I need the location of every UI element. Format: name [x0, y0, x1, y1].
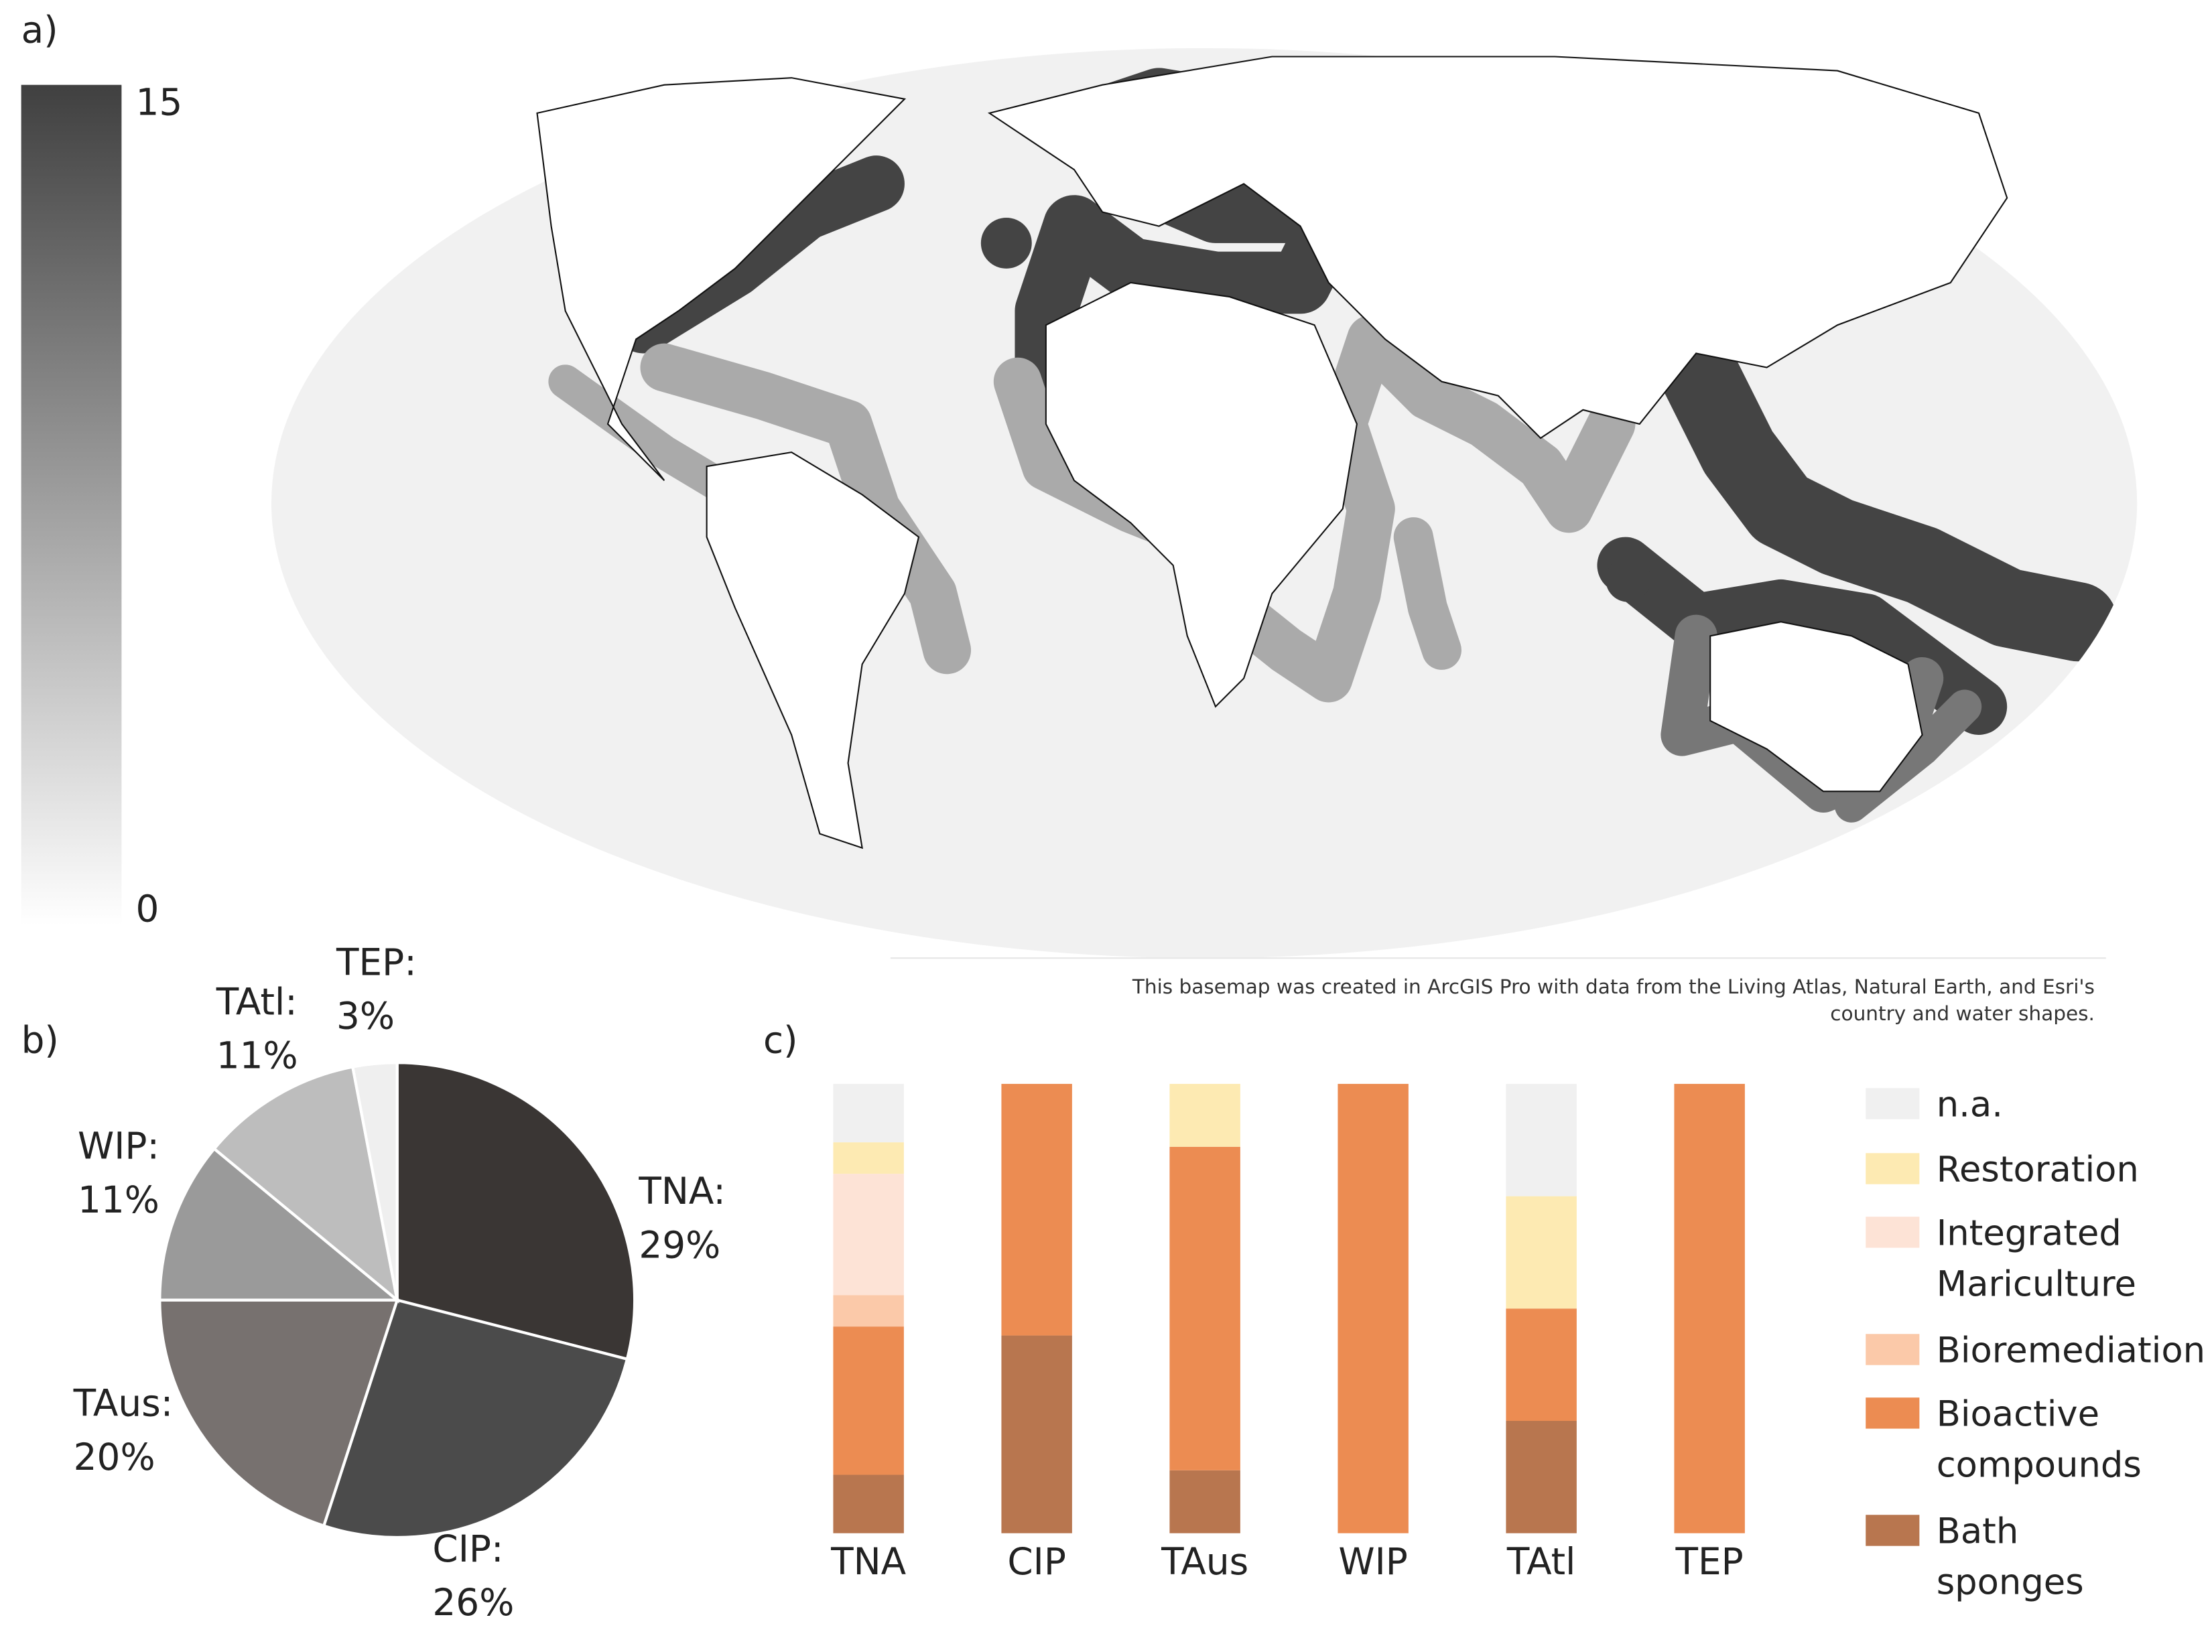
slice-value-label: 20%: [74, 1436, 155, 1478]
bar-segment: [1506, 1196, 1577, 1309]
legend-label: Bioactive compounds: [1936, 1393, 2142, 1485]
bar-segment: [1506, 1421, 1577, 1533]
pie-slice: [158, 1146, 401, 1302]
slice-label: WIP:: [78, 1125, 159, 1168]
slice-label: TAtl:: [216, 981, 298, 1024]
bar-segment: [1001, 1083, 1072, 1336]
attribution: This basemap was created in ArcGIS Pro w…: [1132, 976, 2095, 1026]
bar-segment: [833, 1083, 904, 1143]
bar-segment: [833, 1295, 904, 1327]
panel-label: a): [21, 8, 58, 51]
bar-segment: [833, 1326, 904, 1475]
colorbar-tick-label: 15: [135, 80, 182, 123]
legend-label-box: Bioremediation: [1936, 1329, 2206, 1371]
pie-slice: [322, 1298, 629, 1539]
slice-value-label: 11%: [78, 1178, 159, 1221]
pie-slice: [158, 1298, 399, 1528]
legend-swatch: [1866, 1397, 1920, 1429]
bar-segment: [1169, 1146, 1240, 1470]
legend-swatch: [1866, 1334, 1920, 1365]
bar-segment: [833, 1474, 904, 1533]
bar-segment: [1169, 1083, 1240, 1147]
slice-label: CIP:: [432, 1527, 503, 1570]
legend-swatch: [1866, 1217, 1920, 1248]
legend-label-box: Restoration: [1936, 1148, 2139, 1190]
bar-segment: [833, 1142, 904, 1174]
legend-swatch: [1866, 1153, 1920, 1184]
legend-label-box: Bioactive compounds: [1936, 1393, 2142, 1485]
slice-value-label: 29%: [639, 1223, 720, 1266]
legend-label-box: Bath sponges: [1936, 1510, 2084, 1603]
slice-value-label: 26%: [432, 1581, 514, 1624]
pie-slice: [212, 1065, 399, 1304]
pie-slice: [350, 1061, 399, 1301]
legend-label-box: Integrated Mariculture: [1936, 1212, 2136, 1304]
slice-value-label: 3%: [336, 995, 395, 1038]
colorbar-tick-label: 0: [135, 888, 159, 931]
x-tick-label: TAtl: [1506, 1540, 1576, 1583]
x-tick-label: WIP: [1338, 1540, 1407, 1583]
x-tick-label: TAus: [1161, 1540, 1248, 1583]
bar-segment: [1506, 1083, 1577, 1196]
legend-label-box: n.a.: [1936, 1083, 2003, 1125]
panel-label: c): [763, 1019, 798, 1062]
slice-label: TNA:: [638, 1170, 726, 1213]
pie-slice: [395, 1061, 637, 1361]
continents: [536, 56, 2008, 849]
colorbar: [21, 84, 122, 926]
legend-label: Bath sponges: [1936, 1510, 2084, 1603]
legend-swatch: [1866, 1515, 1920, 1546]
slice-value-label: 11%: [216, 1034, 298, 1077]
x-tick-label: TEP: [1675, 1540, 1744, 1583]
bar-segment: [1506, 1308, 1577, 1422]
x-tick-label: TNA: [830, 1540, 907, 1583]
bar-segment: [1169, 1470, 1240, 1533]
slice-label: TEP:: [336, 941, 417, 984]
x-tick-label: CIP: [1007, 1540, 1066, 1583]
slice-label: TAus:: [73, 1382, 174, 1425]
attribution-box: This basemap was created in ArcGIS Pro w…: [1132, 976, 2095, 1026]
legend-label: n.a.: [1936, 1083, 2003, 1125]
legend-swatch: [1866, 1088, 1920, 1119]
legend-label: Restoration: [1936, 1148, 2139, 1190]
bar-segment: [1338, 1083, 1409, 1533]
legend-label: Bioremediation: [1936, 1329, 2206, 1371]
legend-label: Integrated Mariculture: [1936, 1212, 2136, 1304]
panel-label: b): [21, 1019, 59, 1062]
bar-segment: [833, 1174, 904, 1296]
map: [271, 48, 2138, 959]
bar-segment: [1001, 1335, 1072, 1533]
bar-segment: [1674, 1083, 1745, 1533]
